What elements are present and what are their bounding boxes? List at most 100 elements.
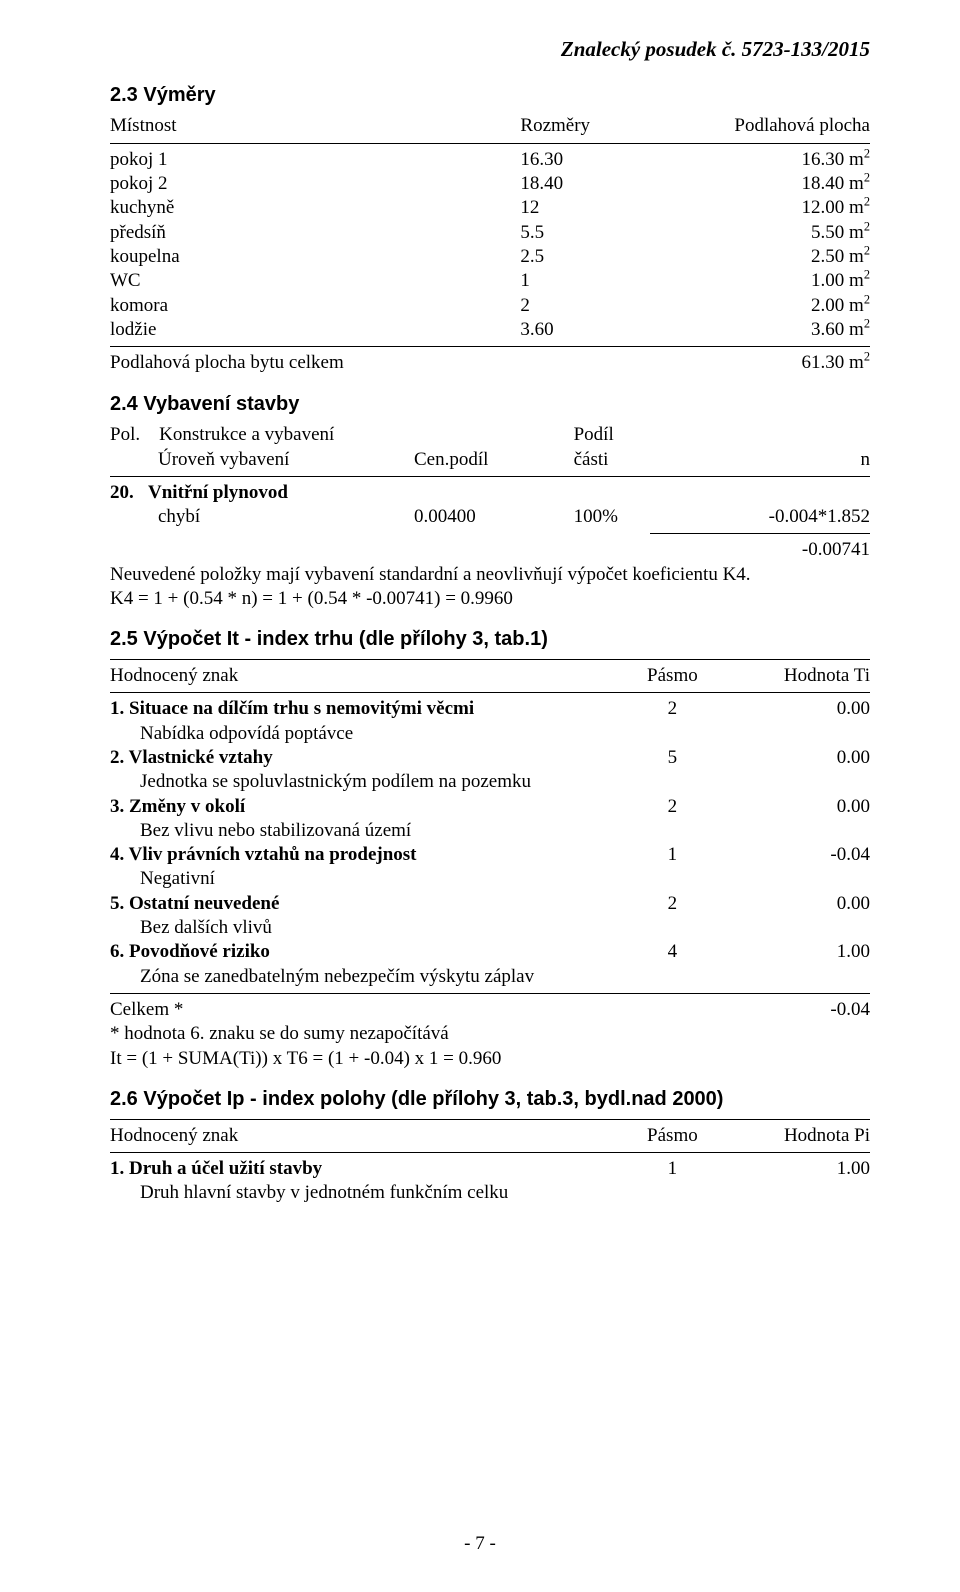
cell-dim: 5.5: [520, 221, 680, 245]
table-row: koupelna2.52.50 m2: [110, 245, 870, 269]
cell-val: 1.00: [733, 1157, 870, 1181]
divider: [110, 346, 870, 347]
cell-name: kuchyně: [110, 196, 520, 220]
s26-head: Hodnocený znak Pásmo Hodnota Pi: [110, 1124, 870, 1148]
cell-name: 1. Druh a účel užití stavby: [110, 1157, 612, 1181]
cell-name: lodžie: [110, 318, 520, 342]
cell-dim: 16.30: [520, 148, 680, 172]
divider-short: [650, 533, 870, 534]
cell-val: 0.00: [733, 892, 870, 916]
table-row: pokoj 218.4018.40 m2: [110, 172, 870, 196]
cell-val: 1.00: [733, 940, 870, 964]
s23-header-row: Místnost Rozměry Podlahová plocha: [110, 114, 870, 138]
s23-col-rozmery: Rozměry: [520, 114, 680, 138]
cell-val: 0.00: [733, 746, 870, 770]
table-row: 2. Vlastnické vztahy50.00: [110, 746, 870, 770]
s25-formula: It = (1 + SUMA(Ti)) x T6 = (1 + -0.04) x…: [110, 1047, 870, 1071]
table-row: lodžie3.603.60 m2: [110, 318, 870, 342]
cell-val: -0.04: [733, 843, 870, 867]
cell-pasmo: 5: [612, 746, 734, 770]
section-2-3-title: 2.3 Výměry: [110, 83, 870, 109]
s23-total: Podlahová plocha bytu celkem 61.30 m2: [110, 351, 870, 375]
s23-total-value: 61.30 m2: [802, 351, 870, 375]
table-row: 3. Změny v okolí20.00: [110, 795, 870, 819]
cell-pasmo: 1: [612, 1157, 734, 1181]
s26-rows: 1. Druh a účel užití stavby11.00Druh hla…: [110, 1157, 870, 1206]
cell-pasmo: 2: [612, 697, 734, 721]
cell-area: 16.30 m2: [680, 148, 870, 172]
s23-total-label: Podlahová plocha bytu celkem: [110, 351, 344, 375]
cell-dim: 2.5: [520, 245, 680, 269]
s24-note1: Neuvedené položky mají vybavení standard…: [110, 563, 870, 587]
cell-area: 18.40 m2: [680, 172, 870, 196]
page-number: - 7 -: [0, 1532, 960, 1556]
s25-total: Celkem * -0.04: [110, 998, 870, 1022]
cell-name: 3. Změny v okolí: [110, 795, 612, 819]
divider: [110, 476, 870, 477]
cell-name: 4. Vliv právních vztahů na prodejnost: [110, 843, 612, 867]
table-subrow: Jednotka se spoluvlastnickým podílem na …: [110, 770, 870, 794]
divider: [110, 1119, 870, 1120]
table-subrow: Zóna se zanedbatelným nebezpečím výskytu…: [110, 965, 870, 989]
cell-area: 12.00 m2: [680, 196, 870, 220]
table-row: 4. Vliv právních vztahů na prodejnost1-0…: [110, 843, 870, 867]
cell-pasmo: 2: [612, 892, 734, 916]
table-row: kuchyně1212.00 m2: [110, 196, 870, 220]
cell-name: WC: [110, 269, 520, 293]
cell-val: 0.00: [733, 795, 870, 819]
cell-name: pokoj 1: [110, 148, 520, 172]
cell-name: 5. Ostatní neuvedené: [110, 892, 612, 916]
s24-head-2: Úroveň vybavení Cen.podíl části n: [110, 448, 870, 472]
table-row: předsíň5.55.50 m2: [110, 221, 870, 245]
table-row: 6. Povodňové riziko41.00: [110, 940, 870, 964]
cell-dim: 2: [520, 294, 680, 318]
cell-dim: 3.60: [520, 318, 680, 342]
table-row: pokoj 116.3016.30 m2: [110, 148, 870, 172]
cell-name: pokoj 2: [110, 172, 520, 196]
page-container: Znalecký posudek č. 5723-133/2015 2.3 Vý…: [0, 0, 960, 1592]
table-row: 1. Druh a účel užití stavby11.00: [110, 1157, 870, 1181]
s23-col-plocha: Podlahová plocha: [680, 114, 870, 138]
s23-rows: pokoj 116.3016.30 m2pokoj 218.4018.40 m2…: [110, 148, 870, 343]
divider: [110, 993, 870, 994]
cell-dim: 18.40: [520, 172, 680, 196]
section-2-5-title: 2.5 Výpočet It - index trhu (dle přílohy…: [110, 627, 870, 653]
table-subrow: Negativní: [110, 867, 870, 891]
s25-footnote: * hodnota 6. znaku se do sumy nezapočítá…: [110, 1022, 870, 1046]
cell-name: komora: [110, 294, 520, 318]
s24-item-row: 20. Vnitřní plynovod: [110, 481, 870, 505]
table-row: WC11.00 m2: [110, 269, 870, 293]
cell-area: 3.60 m2: [680, 318, 870, 342]
table-subrow: Nabídka odpovídá poptávce: [110, 722, 870, 746]
cell-dim: 12: [520, 196, 680, 220]
table-row: 5. Ostatní neuvedené20.00: [110, 892, 870, 916]
s23-col-mistnost: Místnost: [110, 114, 520, 138]
table-subrow: Druh hlavní stavby v jednotném funkčním …: [110, 1181, 870, 1205]
table-subrow: Bez vlivu nebo stabilizovaná území: [110, 819, 870, 843]
cell-name: koupelna: [110, 245, 520, 269]
cell-area: 1.00 m2: [680, 269, 870, 293]
divider: [110, 692, 870, 693]
table-subrow: Bez dalších vlivů: [110, 916, 870, 940]
divider: [110, 143, 870, 144]
s25-rows: 1. Situace na dílčím trhu s nemovitými v…: [110, 697, 870, 989]
cell-area: 2.00 m2: [680, 294, 870, 318]
cell-pasmo: 4: [612, 940, 734, 964]
cell-name: předsíň: [110, 221, 520, 245]
divider: [110, 659, 870, 660]
s24-note2: K4 = 1 + (0.54 * n) = 1 + (0.54 * -0.007…: [110, 587, 870, 611]
table-row: 1. Situace na dílčím trhu s nemovitými v…: [110, 697, 870, 721]
table-row: komora22.00 m2: [110, 294, 870, 318]
s24-item-subrow: chybí 0.00400 100% -0.004*1.852: [110, 505, 870, 529]
cell-area: 2.50 m2: [680, 245, 870, 269]
s24-head-1: Pol. Konstrukce a vybavení Podíl: [110, 423, 870, 447]
cell-pasmo: 2: [612, 795, 734, 819]
cell-name: 6. Povodňové riziko: [110, 940, 612, 964]
section-2-4-title: 2.4 Vybavení stavby: [110, 392, 870, 418]
document-header: Znalecký posudek č. 5723-133/2015: [110, 36, 870, 63]
cell-val: 0.00: [733, 697, 870, 721]
cell-name: 1. Situace na dílčím trhu s nemovitými v…: [110, 697, 612, 721]
s24-sum: -0.00741: [110, 538, 870, 562]
cell-dim: 1: [520, 269, 680, 293]
section-2-6-title: 2.6 Výpočet Ip - index polohy (dle přílo…: [110, 1087, 870, 1113]
